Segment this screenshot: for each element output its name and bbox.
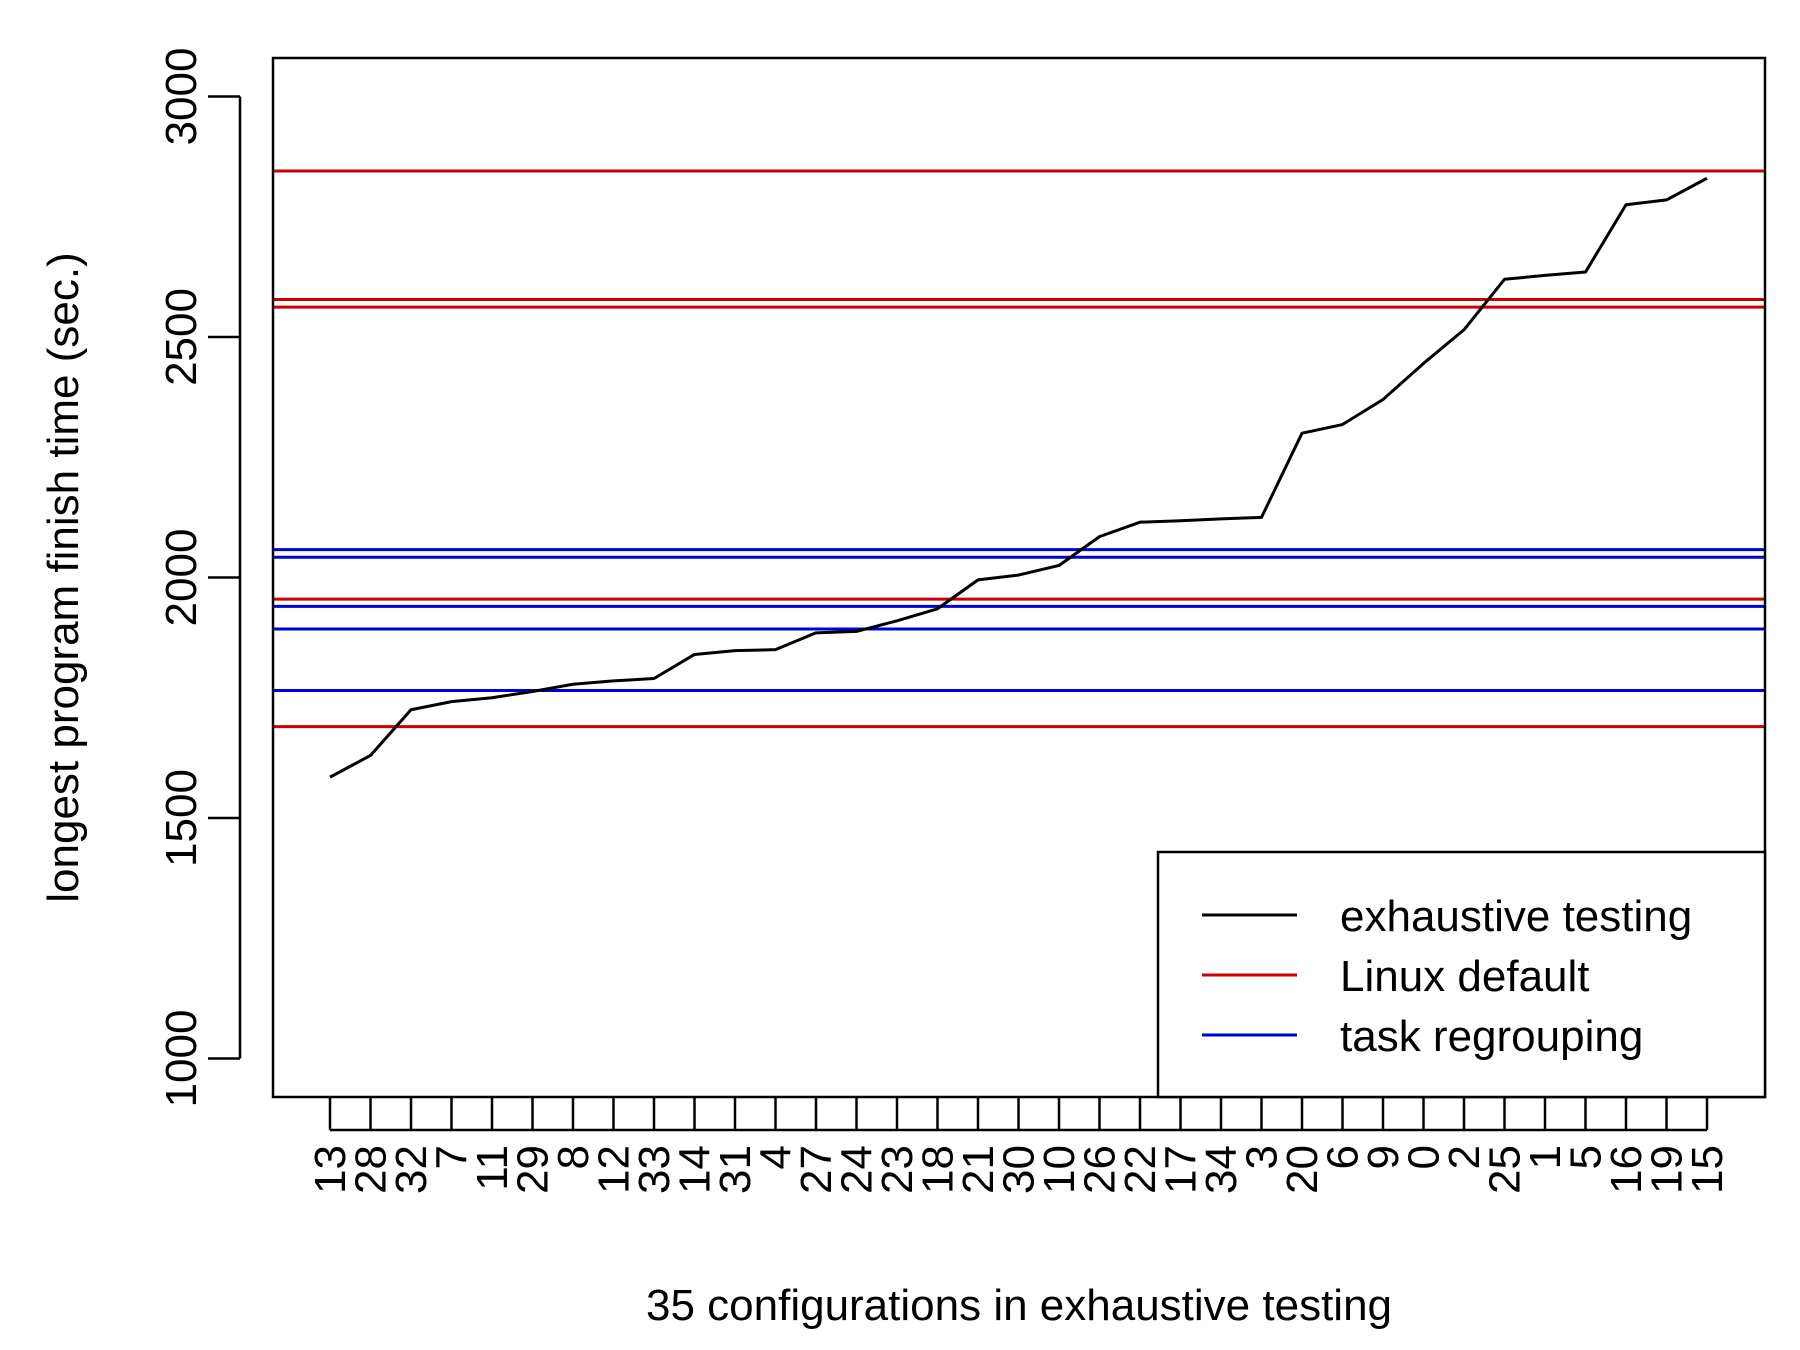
x-tick-label-31: 31 bbox=[711, 1145, 760, 1194]
x-tick-label-25: 25 bbox=[1481, 1145, 1530, 1194]
y-tick-label-2: 2000 bbox=[157, 529, 206, 627]
x-tick-label-32: 32 bbox=[387, 1145, 436, 1194]
y-axis-title: longest program finish time (sec.) bbox=[39, 252, 88, 902]
x-tick-label-24: 24 bbox=[833, 1145, 882, 1194]
legend-label-2: task regrouping bbox=[1340, 1012, 1643, 1061]
x-tick-label-5: 5 bbox=[1562, 1145, 1611, 1169]
x-tick-label-11: 11 bbox=[468, 1145, 517, 1191]
x-tick-label-4: 4 bbox=[752, 1145, 801, 1169]
x-tick-label-6: 6 bbox=[1319, 1145, 1368, 1169]
x-tick-label-20: 20 bbox=[1278, 1145, 1327, 1194]
x-tick-label-3: 3 bbox=[1238, 1145, 1287, 1169]
legend-label-0: exhaustive testing bbox=[1340, 892, 1692, 941]
x-tick-label-13: 13 bbox=[306, 1145, 355, 1194]
y-axis: 1000 1500 2000 2500 3000 bbox=[157, 48, 242, 1108]
x-tick-label-19: 19 bbox=[1643, 1145, 1692, 1194]
y-tick-label-0: 1000 bbox=[157, 1010, 206, 1108]
x-tick-label-12: 12 bbox=[590, 1145, 639, 1194]
legend-label-1: Linux default bbox=[1340, 952, 1590, 1001]
x-tick-label-7: 7 bbox=[428, 1145, 477, 1169]
x-tick-label-29: 29 bbox=[509, 1145, 558, 1194]
series-lines bbox=[329, 176, 1708, 779]
series-line-0 bbox=[329, 176, 1708, 779]
x-tick-label-34: 34 bbox=[1197, 1145, 1246, 1194]
x-axis-title: 35 configurations in exhaustive testing bbox=[646, 1281, 1392, 1330]
x-tick-label-22: 22 bbox=[1116, 1145, 1165, 1194]
x-tick-label-15: 15 bbox=[1683, 1145, 1732, 1194]
x-tick-label-28: 28 bbox=[347, 1145, 396, 1194]
x-tick-label-8: 8 bbox=[549, 1145, 598, 1169]
y-tick-label-4: 3000 bbox=[157, 48, 206, 146]
x-tick-label-2: 2 bbox=[1440, 1145, 1489, 1169]
x-tick-label-9: 9 bbox=[1359, 1145, 1408, 1169]
x-tick-label-30: 30 bbox=[995, 1145, 1044, 1194]
x-tick-label-17: 17 bbox=[1157, 1145, 1206, 1194]
x-tick-label-33: 33 bbox=[630, 1145, 679, 1194]
reference-lines bbox=[273, 169, 1765, 729]
x-tick-label-18: 18 bbox=[914, 1145, 963, 1194]
x-tick-label-23: 23 bbox=[873, 1145, 922, 1194]
x-tick-label-10: 10 bbox=[1035, 1145, 1084, 1194]
x-tick-label-14: 14 bbox=[671, 1145, 720, 1194]
y-tick-label-1: 1500 bbox=[157, 769, 206, 867]
x-tick-label-16: 16 bbox=[1602, 1145, 1651, 1194]
x-tick-label-27: 27 bbox=[792, 1145, 841, 1194]
x-tick-label-0: 0 bbox=[1400, 1145, 1449, 1169]
x-tick-label-26: 26 bbox=[1076, 1145, 1125, 1194]
y-tick-label-3: 2500 bbox=[157, 288, 206, 386]
x-tick-label-1: 1 bbox=[1521, 1145, 1570, 1169]
x-axis: 1328327112981233143142724231821301026221… bbox=[306, 1097, 1732, 1194]
x-tick-label-21: 21 bbox=[954, 1145, 1003, 1194]
legend: exhaustive testing Linux default task regr… bbox=[1156, 850, 1767, 1099]
